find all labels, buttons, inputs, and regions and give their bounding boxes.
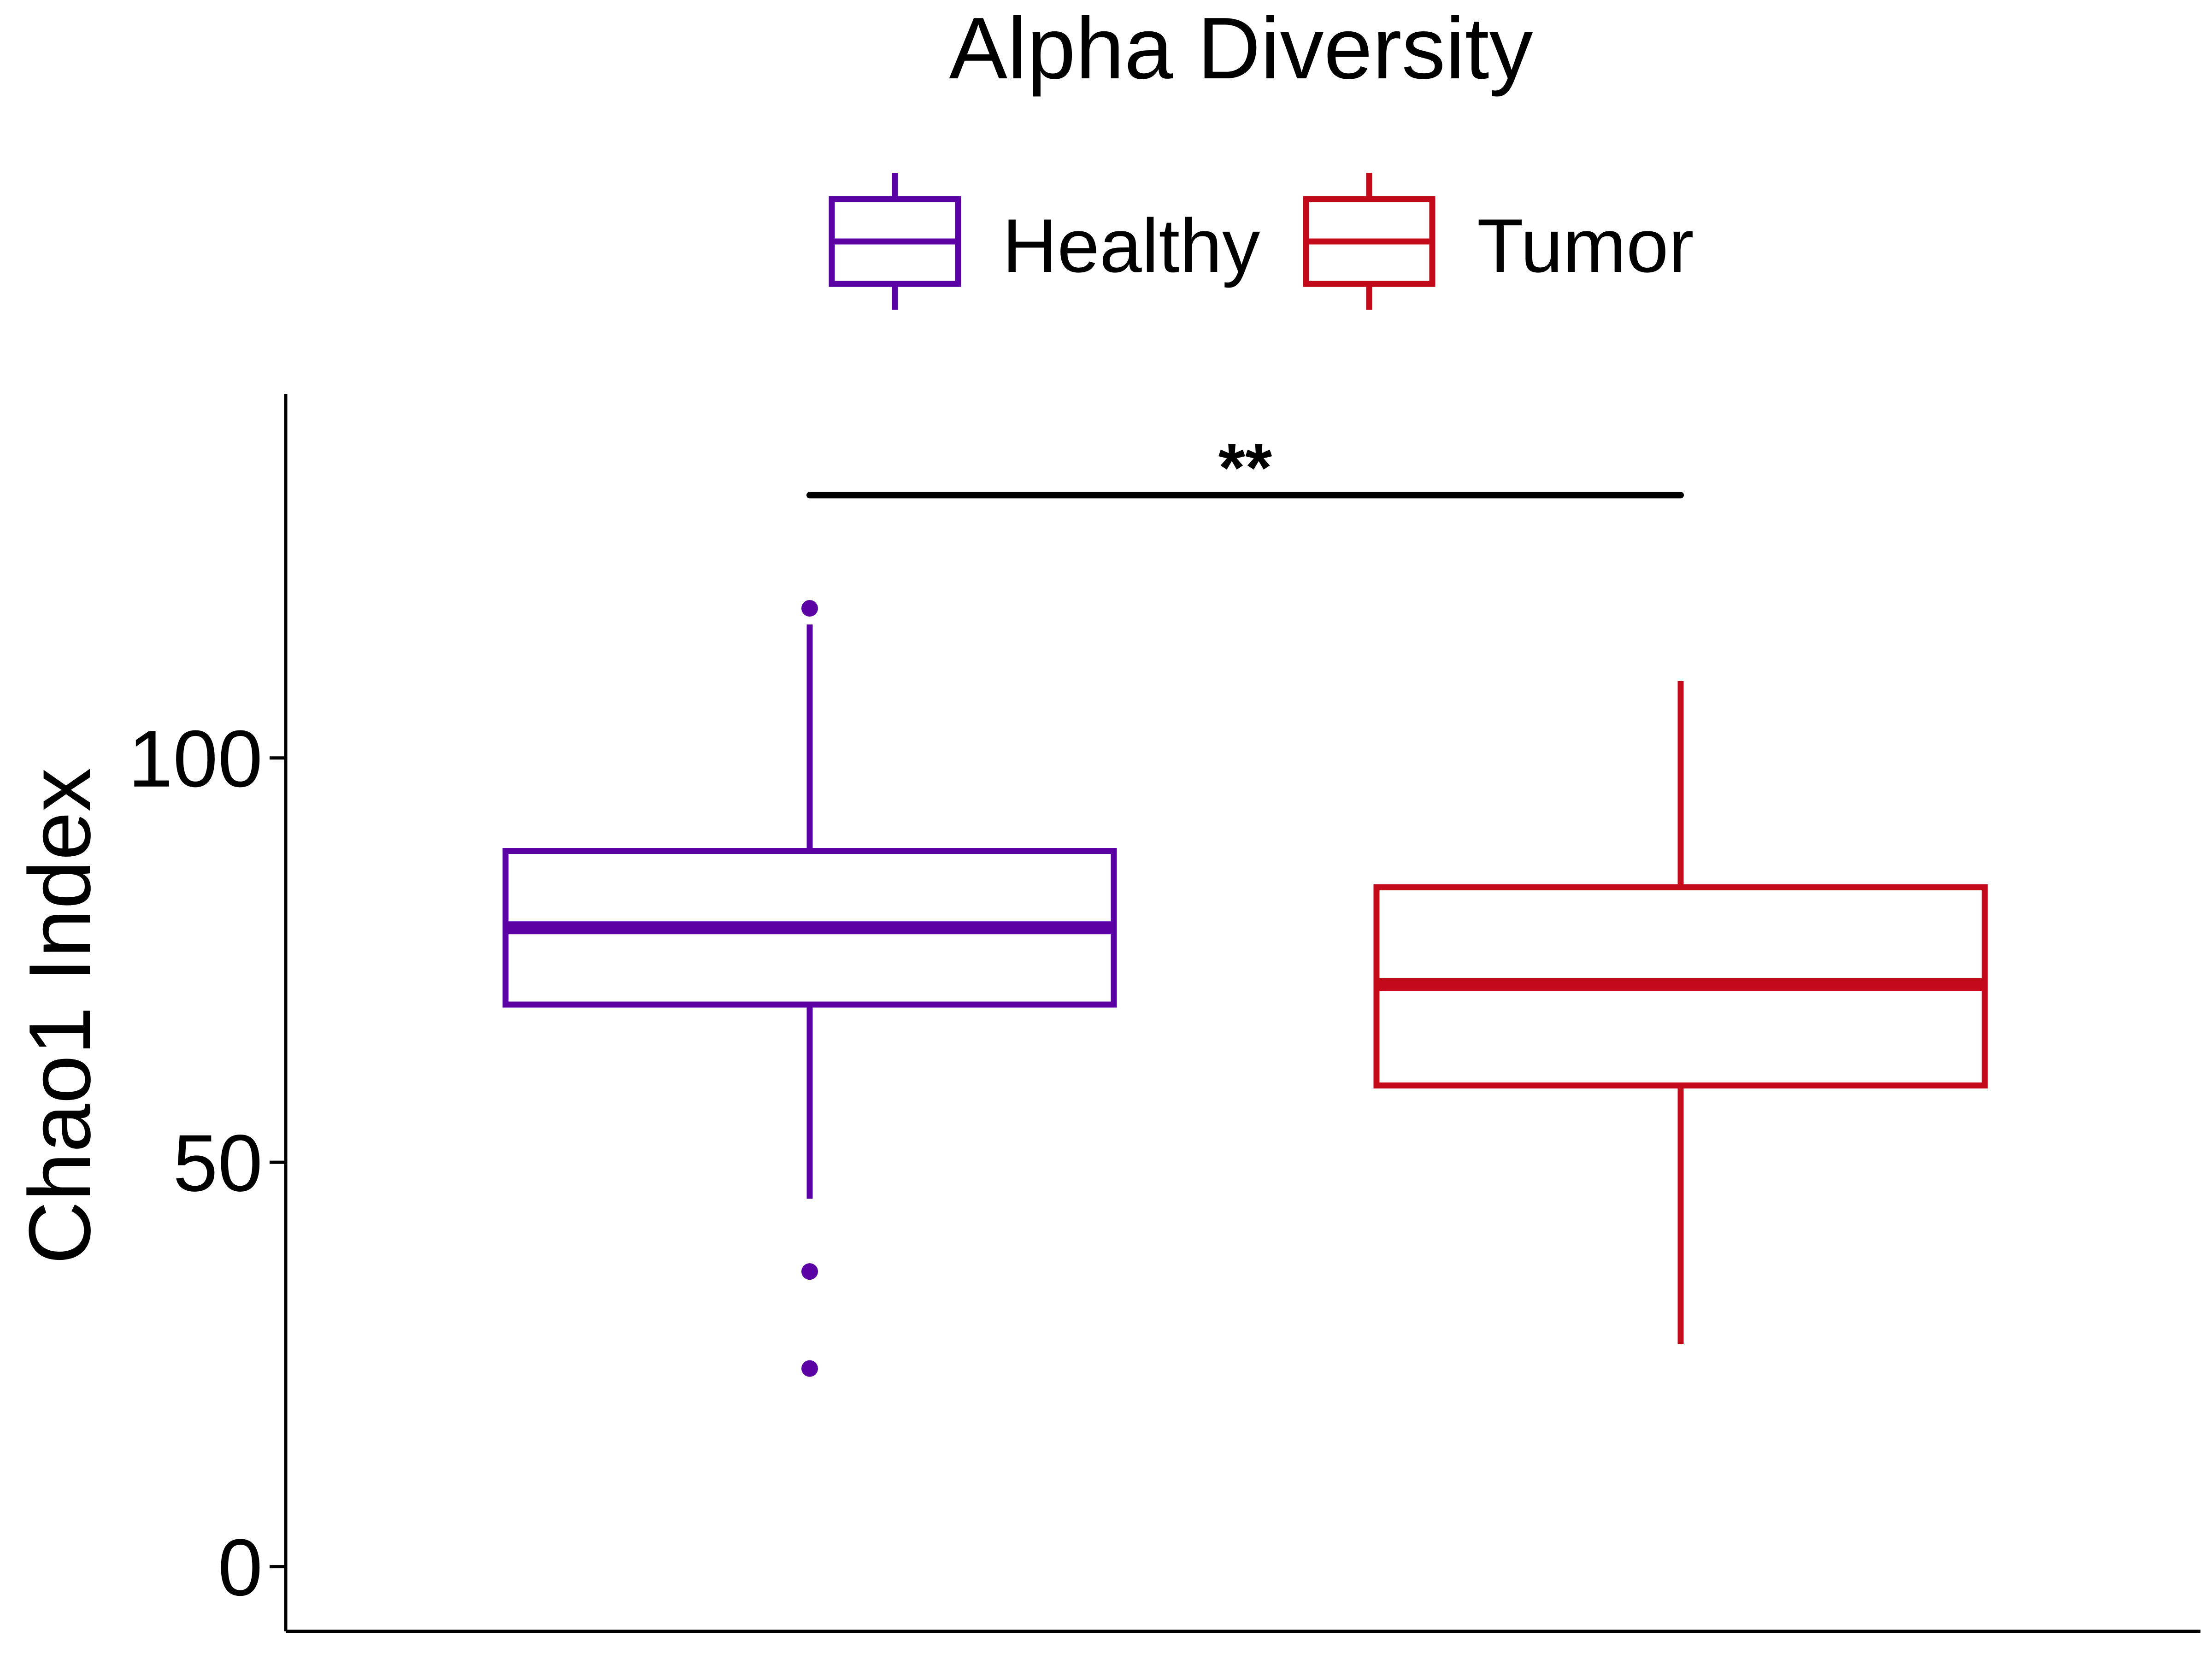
outlier-point <box>801 600 818 617</box>
legend-key-tumor <box>1303 173 1435 310</box>
legend-label-healthy: Healthy <box>1002 203 1260 288</box>
y-axis-label: Chao1 Index <box>11 768 109 1264</box>
box-tumor <box>1373 681 1988 1345</box>
y-tick-label: 0 <box>218 1523 263 1613</box>
y-ticks: 0 50 100 <box>128 714 286 1613</box>
outlier-point <box>801 1263 818 1280</box>
legend-key-healthy <box>829 173 961 310</box>
y-tick-label: 100 <box>128 714 263 804</box>
chart-title: Alpha Diversity <box>949 0 1533 97</box>
significance-bracket: ** <box>806 429 1684 506</box>
legend: Healthy Tumor <box>829 173 1694 310</box>
legend-label-tumor: Tumor <box>1477 203 1694 288</box>
box-healthy <box>502 600 1117 1377</box>
y-tick-label: 50 <box>173 1118 263 1208</box>
outlier-point <box>801 1360 818 1377</box>
boxplots <box>502 600 1988 1377</box>
significance-label: ** <box>1218 429 1272 506</box>
